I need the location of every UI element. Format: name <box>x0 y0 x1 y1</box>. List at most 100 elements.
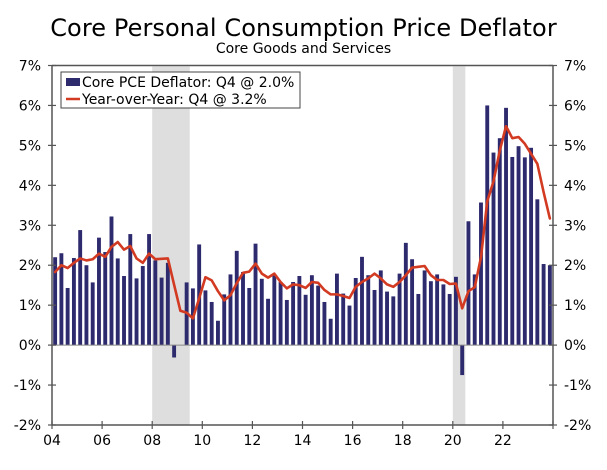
y-tick-label-left: 4% <box>19 178 41 194</box>
bar <box>504 107 508 346</box>
bar <box>497 138 502 346</box>
bar <box>372 289 377 346</box>
bar <box>284 299 289 346</box>
y-tick-label-right: -2% <box>564 418 591 434</box>
bar <box>529 147 534 346</box>
bar <box>353 278 358 346</box>
y-tick-label-left: -2% <box>14 418 41 434</box>
bar <box>78 230 83 346</box>
bar <box>322 301 327 346</box>
bar <box>109 216 114 346</box>
legend-swatch-bar <box>66 78 80 86</box>
bar <box>140 266 145 346</box>
bar <box>84 265 89 346</box>
x-tick-label: 12 <box>243 433 261 449</box>
y-tick-label-right: 6% <box>564 98 586 114</box>
bar <box>522 157 527 346</box>
bar <box>216 320 220 346</box>
x-tick-label: 10 <box>193 433 211 449</box>
bar <box>203 290 208 346</box>
bar <box>59 253 64 346</box>
y-tick-label-right: 3% <box>564 218 586 234</box>
bar <box>516 146 521 346</box>
recession-shade-1 <box>152 66 190 425</box>
legend-label-line: Year-over-Year: Q4 @ 3.2% <box>81 92 267 108</box>
bar <box>435 274 440 346</box>
bar <box>535 199 540 346</box>
y-tick-label-left: 1% <box>19 298 41 314</box>
x-tick-label: 08 <box>143 433 161 449</box>
bar <box>291 282 296 346</box>
x-tick-label: 14 <box>294 433 312 449</box>
x-tick-label: 04 <box>43 433 61 449</box>
bar <box>403 242 408 346</box>
y-tick-label-left: 7% <box>19 59 41 75</box>
yoy-line <box>53 124 552 320</box>
chart-subtitle: Core Goods and Services <box>215 41 392 57</box>
bar <box>491 152 496 346</box>
y-tick-label-right: 4% <box>564 178 586 194</box>
x-tick-label: 18 <box>394 433 412 449</box>
y-tick-label-left: 6% <box>19 98 41 114</box>
bar <box>309 275 314 346</box>
y-tick-label-right: 0% <box>564 338 586 354</box>
bar <box>241 272 245 346</box>
bar <box>328 318 333 346</box>
y-tick-label-right: 2% <box>564 258 586 274</box>
bar <box>460 345 465 376</box>
bar <box>247 287 252 346</box>
bar <box>453 276 458 346</box>
bar <box>360 256 364 346</box>
y-tick-label-left: 0% <box>19 338 41 354</box>
y-tick-label-right: 7% <box>564 59 586 75</box>
bar <box>366 275 371 346</box>
bar <box>303 294 308 346</box>
bar <box>147 234 152 346</box>
bar <box>272 275 277 346</box>
y-tick-label-right: 1% <box>564 298 586 314</box>
bar <box>259 278 264 346</box>
bar <box>253 243 258 346</box>
bar <box>266 298 270 346</box>
bar <box>466 221 471 346</box>
bar <box>103 252 108 346</box>
bar-series-core-pce <box>53 105 552 376</box>
bar <box>385 291 389 346</box>
legend-box <box>60 71 301 109</box>
bar <box>441 284 446 346</box>
axes: 7% 7% 6% 6% 5% 5% 4% 4% 3% 3% 2% 2% 1% 1% 0% 0% -1% -1% -2… <box>14 59 592 450</box>
chart-title: Core Personal Consumption Price Deflator <box>50 14 557 42</box>
bar <box>416 293 421 346</box>
bar <box>71 258 76 346</box>
y-tick-label-left: -1% <box>14 378 41 394</box>
bar <box>347 305 352 346</box>
bar <box>128 234 133 346</box>
bar <box>115 258 120 346</box>
bar <box>234 250 239 346</box>
bar <box>165 262 170 346</box>
bar <box>222 294 227 346</box>
x-tick-label: 22 <box>494 433 512 449</box>
bar <box>209 301 214 346</box>
bar <box>316 285 321 346</box>
bar <box>228 274 233 346</box>
y-tick-label-left: 5% <box>19 138 41 154</box>
bar <box>410 259 415 346</box>
x-tick-label: 06 <box>93 433 111 449</box>
line-series-yoy <box>53 124 552 320</box>
bar <box>278 282 283 346</box>
bar <box>510 156 515 346</box>
bar <box>172 345 177 358</box>
bar <box>297 276 302 346</box>
bar <box>428 281 433 346</box>
bar <box>479 202 483 346</box>
bar <box>122 276 126 346</box>
bar <box>485 105 490 346</box>
bar <box>541 264 546 346</box>
bar <box>378 270 383 346</box>
bar <box>391 296 396 346</box>
bar <box>134 278 139 346</box>
x-tick-label: 20 <box>444 433 462 449</box>
bar <box>341 293 346 346</box>
